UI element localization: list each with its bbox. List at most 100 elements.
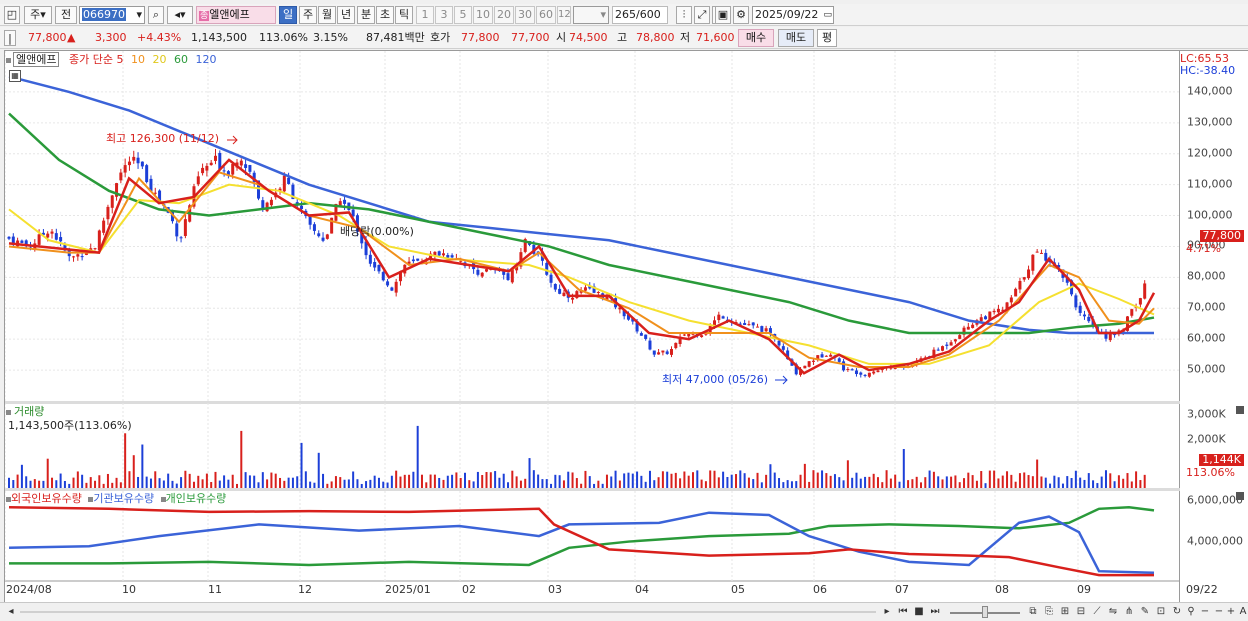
save-icon[interactable]: ▣ — [715, 6, 731, 24]
scroll-left-icon[interactable]: ◂ — [8, 606, 14, 617]
last-icon[interactable]: ⏭ — [930, 606, 940, 617]
num-button[interactable]: 20 — [494, 6, 514, 24]
candle — [476, 269, 480, 275]
candle — [657, 352, 661, 355]
grid-icon[interactable]: ⊟ — [1076, 606, 1086, 617]
zoom-in-icon[interactable]: + — [1226, 606, 1236, 617]
period-year[interactable]: 년 — [337, 6, 355, 24]
price-tick: 60,000 — [1187, 331, 1226, 345]
edit-icon[interactable]: ✎ — [1140, 606, 1150, 617]
candle — [446, 255, 450, 258]
tab-week[interactable]: 주▾ — [24, 6, 52, 24]
buy-button[interactable]: 매수 — [738, 29, 774, 47]
candle — [1035, 251, 1039, 253]
search-icon[interactable]: ⌕ — [148, 6, 164, 24]
volume-bar — [167, 473, 170, 488]
num-button[interactable]: 3 — [435, 6, 453, 24]
volume-bar — [954, 475, 957, 488]
volume-bar — [124, 433, 127, 488]
volume-bar — [192, 481, 195, 488]
period-sec[interactable]: 초 — [376, 6, 394, 24]
gear-icon[interactable]: ⚙ — [733, 6, 749, 24]
period-min[interactable]: 분 — [357, 6, 375, 24]
period-month[interactable]: 월 — [318, 6, 336, 24]
pattern-icon[interactable]: ⋔ — [1124, 606, 1134, 617]
stop-icon[interactable]: ■ — [914, 606, 924, 617]
search-icon[interactable]: ⚲ — [1187, 606, 1195, 617]
candle-type-icon[interactable]: ⫶ — [676, 6, 692, 24]
candle — [364, 241, 368, 256]
volume-bar — [1096, 483, 1099, 488]
candle — [605, 296, 609, 301]
stock-code-input[interactable]: 066970 ▾ — [79, 6, 145, 24]
volume-bar — [425, 482, 428, 488]
tab-prev[interactable]: 전 — [55, 6, 77, 24]
first-icon[interactable]: ⏮ — [898, 606, 908, 617]
volume-bar — [640, 475, 643, 488]
num-button[interactable]: 30 — [515, 6, 535, 24]
period-week[interactable]: 주 — [299, 6, 317, 24]
num-button[interactable]: 5 — [454, 6, 472, 24]
drawing-tool-icon[interactable]: ⤢ — [694, 6, 710, 24]
minus-icon[interactable]: − — [1214, 606, 1224, 617]
collapse-icon[interactable]: | — [4, 30, 16, 46]
volume-bar — [786, 480, 789, 488]
speaker-icon[interactable]: ◂▾ — [167, 6, 193, 24]
last-volume-tag: 1,144K — [1199, 454, 1244, 466]
calendar-icon[interactable]: ▦ — [9, 70, 21, 82]
candle — [1065, 276, 1069, 283]
count-field[interactable]: 265/600 — [612, 6, 668, 24]
crosshair-icon[interactable]: ⊞ — [1060, 606, 1070, 617]
volume-bar — [778, 478, 781, 488]
avg-button[interactable]: 평 — [817, 29, 837, 47]
line-icon[interactable]: ⟋ — [1093, 606, 1101, 617]
date-tick: 05 — [731, 583, 745, 596]
chart-canvas[interactable] — [4, 51, 1181, 604]
scrollbar-track[interactable] — [20, 611, 876, 613]
volume-close-icon[interactable] — [1236, 406, 1244, 414]
volume-bar — [210, 482, 213, 488]
num-button[interactable]: 10 — [473, 6, 493, 24]
volume-bar — [1018, 473, 1021, 488]
compare-icon[interactable]: ⇋ — [1108, 606, 1118, 617]
num-button[interactable]: 120 — [557, 6, 571, 24]
candle — [368, 254, 372, 264]
num-button[interactable]: 60 — [536, 6, 556, 24]
volume-bar — [300, 442, 303, 488]
chart-area[interactable] — [4, 50, 1181, 604]
screenshot-icon[interactable]: ⊡ — [1156, 606, 1166, 617]
volume-bar — [920, 482, 922, 488]
font-size-icon[interactable]: A — [1239, 606, 1247, 617]
candle — [213, 155, 217, 161]
sell-button[interactable]: 매도 — [778, 29, 814, 47]
volume-bar — [915, 476, 918, 488]
zoom-handle[interactable] — [982, 606, 988, 618]
window-icon[interactable]: ◰ — [4, 6, 20, 24]
volume-bar — [1087, 473, 1090, 488]
zoom-out-icon[interactable]: − — [1200, 606, 1210, 617]
candle — [145, 165, 149, 183]
holding-close-icon[interactable] — [1236, 492, 1244, 500]
layout-icon[interactable]: ⧉ — [1029, 606, 1037, 617]
volume-bar — [928, 470, 931, 488]
period-tick[interactable]: 틱 — [395, 6, 413, 24]
candle — [1138, 298, 1142, 305]
volume-bar — [644, 481, 647, 488]
date-field[interactable]: 2025/09/22 ▭ — [752, 6, 834, 24]
period-day[interactable]: 일 — [279, 6, 297, 24]
custom-period-select[interactable]: ▾ — [573, 6, 609, 24]
refresh-icon[interactable]: ↻ — [1172, 606, 1182, 617]
volume-bar — [911, 479, 914, 488]
volume-bar — [248, 475, 251, 488]
candle — [407, 261, 411, 264]
candle — [1014, 288, 1018, 297]
candle — [179, 237, 183, 239]
date-tick: 2024/08 — [6, 583, 52, 596]
num-button[interactable]: 1 — [416, 6, 434, 24]
volume-bar — [541, 479, 544, 488]
volume-bar — [726, 477, 729, 488]
copy-icon[interactable]: ⎘ — [1045, 606, 1053, 617]
date-tick: 2025/01 — [385, 583, 431, 596]
stock-name[interactable]: 종엘앤에프 — [196, 6, 276, 24]
scroll-right-icon[interactable]: ▸ — [884, 606, 890, 617]
